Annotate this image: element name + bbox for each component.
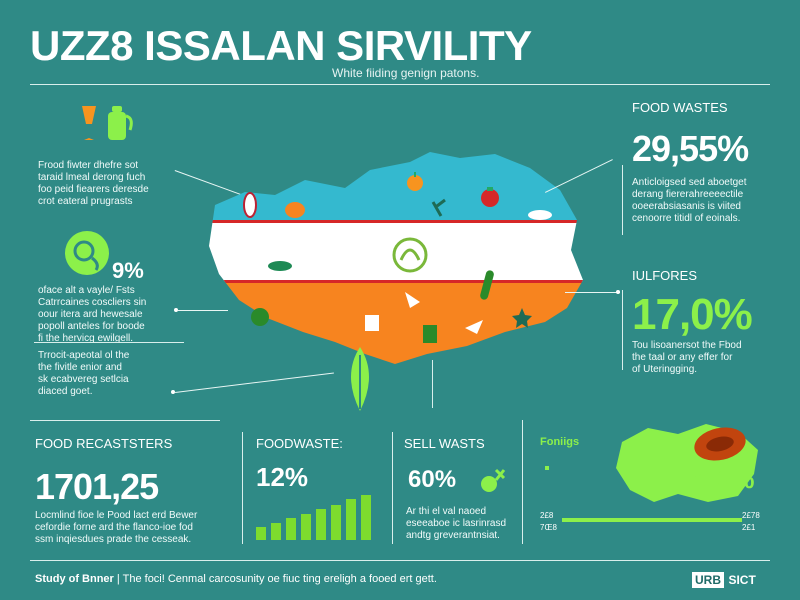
leader-line: [565, 292, 620, 293]
column-divider: [392, 432, 393, 544]
foodwaste-bar: [256, 527, 266, 540]
emblem-icon: [392, 237, 428, 273]
bottom-divider: [30, 420, 220, 421]
right-divider: [622, 165, 623, 235]
footer-source: Study of Bnner: [35, 573, 114, 585]
page-subtitle: White fiiding genign patons.: [332, 66, 480, 80]
recasters-text: Locmlind fioe le Pood lact erd Bewer cef…: [35, 510, 198, 545]
bird-icon: [405, 292, 420, 308]
scale-left-bottom: 7Œ8: [540, 523, 557, 532]
second-text: Tou lisoanersot the Fbod the taal or any…: [632, 340, 742, 375]
cloud-icon: [528, 210, 552, 220]
star-icon: [512, 308, 532, 328]
left-intro-text: Frood fiwter dhefre sot taraid lmeal der…: [38, 160, 149, 207]
bird-icon-2: [465, 320, 483, 334]
leader-dot: [616, 290, 620, 294]
footer-text: Study of Bnner | The foci! Cenmal carcos…: [35, 573, 437, 585]
foodwaste-bar: [301, 514, 311, 540]
orange-icon: [407, 172, 423, 191]
flag-stripe-blue: [209, 152, 583, 222]
nut-icon: [694, 427, 746, 461]
bag-icon: [365, 315, 379, 331]
scale-bar: [562, 518, 742, 522]
map-label: Foniigs: [540, 436, 580, 448]
footer-logo: URB SICT: [692, 571, 756, 589]
leader-dot: [174, 308, 178, 312]
left-bottom-text: Trrocit-apeotal ol the the fivitle enior…: [38, 350, 130, 397]
region-map: [616, 424, 758, 502]
flag-stripe-orange: [209, 282, 583, 364]
recycle-icon: [481, 468, 506, 492]
circle-text: oface alt a vayle/ Fsts Catrrcaines cosc…: [38, 285, 147, 344]
sell-label: SELL WASTS: [404, 436, 485, 451]
food-wastes-value: 29,55%: [632, 128, 749, 169]
food-wastes-label: FOOD WASTES: [632, 100, 728, 115]
drink-icons: [82, 106, 133, 140]
left-divider: [34, 342, 184, 343]
page-title: UZZ8 ISSALAN SIRVILITY: [30, 22, 532, 69]
circle-percent: 9%: [112, 258, 144, 283]
second-value: 17,0%: [632, 290, 753, 339]
country-map: [209, 152, 583, 364]
scale-right-top: 2£78: [742, 511, 760, 520]
sell-value: 60%: [408, 466, 457, 493]
jar-icon: [423, 325, 437, 343]
foodwaste-bar: [286, 518, 296, 540]
food-wastes-text: Anticloigsed sed aboetget derang fierera…: [632, 177, 747, 224]
scale-left-top: 2£8: [540, 511, 554, 520]
recasters-value: 1701,25: [35, 466, 159, 507]
tomato-icon: [481, 187, 499, 207]
column-divider: [242, 432, 243, 544]
pumpkin-icon: [285, 202, 305, 218]
foodwaste-bar: [361, 495, 371, 540]
leader-dot: [171, 390, 175, 394]
map-stem-line: [432, 360, 433, 408]
logo-part-b: SICT: [728, 573, 756, 587]
right-divider-2: [622, 290, 623, 370]
bowl-icon: [251, 308, 269, 326]
herb-icon: [431, 198, 446, 217]
column-divider: [522, 420, 523, 544]
footer-divider: [30, 560, 770, 561]
map-marker: [545, 466, 549, 470]
logo-part-a: URB: [692, 572, 724, 588]
foodwaste-label: FOODWASTE:: [256, 436, 343, 451]
vegetable-circle-icon: [65, 231, 109, 275]
title-divider: [30, 84, 770, 85]
foodwaste-value: 12%: [256, 462, 309, 492]
leader-line: [178, 310, 228, 311]
leaf-icon: [268, 261, 292, 271]
teapot-icon: [108, 106, 133, 140]
foodwaste-bar: [316, 509, 326, 540]
sell-text: Ar thi el val naoed eseeaboe ic lasrinra…: [406, 506, 507, 541]
fish-icon: [243, 192, 257, 218]
scale-right-bottom: 2£1: [742, 523, 756, 532]
foodwaste-bar: [346, 499, 356, 540]
second-label: IULFORES: [632, 268, 698, 283]
foodwaste-bar: [331, 505, 341, 540]
glass-icon: [82, 106, 96, 140]
footer-note: | The foci! Cenmal carcosunity oe fiuc t…: [116, 573, 437, 585]
cucumber-icon: [480, 270, 494, 300]
leaf-graphic-icon: [351, 347, 369, 411]
foodwaste-bar-chart: [256, 470, 381, 540]
foodwaste-bar: [271, 523, 281, 540]
recasters-label: FOOD RECASTSTERS: [35, 436, 173, 451]
map-value: 716%: [688, 464, 755, 494]
